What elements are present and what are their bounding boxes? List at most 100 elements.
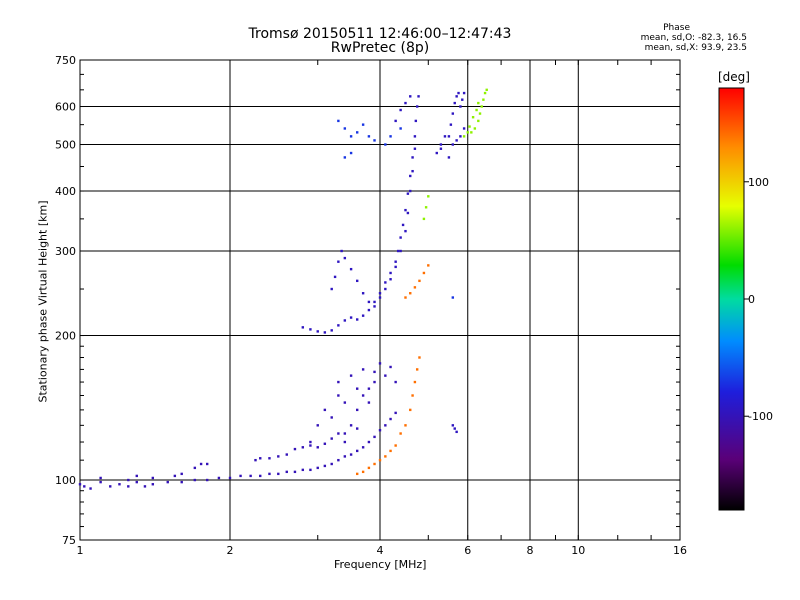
- data-point: [449, 123, 453, 126]
- data-point: [401, 223, 405, 227]
- data-point: [330, 416, 333, 419]
- data-point: [285, 470, 288, 474]
- data-point: [404, 101, 407, 105]
- data-point: [254, 458, 257, 462]
- colorbar-tick-label: 0: [748, 293, 755, 306]
- data-point: [277, 472, 280, 476]
- data-point: [415, 368, 419, 371]
- data-point: [323, 331, 327, 334]
- data-point: [333, 275, 337, 279]
- data-point: [239, 474, 242, 478]
- data-point: [459, 135, 462, 138]
- data-point: [349, 424, 353, 427]
- data-point: [135, 480, 138, 484]
- data-point: [118, 483, 121, 486]
- data-point: [355, 131, 359, 134]
- data-point: [330, 287, 333, 291]
- data-point: [457, 91, 460, 95]
- x-tick-label: 2: [227, 544, 234, 557]
- data-point: [404, 229, 407, 233]
- data-point: [349, 135, 353, 138]
- data-point: [413, 380, 417, 384]
- phase-x-stats: mean, sd,X: 93.9, 23.5: [644, 43, 747, 53]
- data-point: [409, 189, 412, 193]
- data-point: [418, 356, 421, 359]
- data-point: [451, 424, 455, 427]
- data-point: [301, 446, 305, 449]
- data-point: [316, 424, 319, 427]
- y-tick-label: 75: [62, 534, 76, 547]
- data-point: [473, 127, 477, 130]
- data-point: [399, 249, 402, 253]
- data-point: [316, 446, 319, 449]
- data-point: [399, 108, 402, 112]
- data-point: [323, 408, 327, 412]
- data-point: [355, 279, 359, 283]
- y-axis-label: Stationary phase Virtual Height [km]: [36, 200, 50, 403]
- data-point: [399, 432, 402, 435]
- data-point: [373, 380, 376, 384]
- data-point: [477, 119, 480, 123]
- data-point: [99, 480, 102, 484]
- data-point: [301, 468, 305, 472]
- data-point: [424, 206, 428, 209]
- colorbar-tick-label: -100: [748, 410, 773, 423]
- data-point: [411, 169, 414, 173]
- data-point: [205, 478, 209, 482]
- data-point: [259, 457, 262, 460]
- data-point: [406, 192, 410, 195]
- data-point: [409, 95, 412, 98]
- data-point: [384, 143, 387, 146]
- data-point: [285, 453, 288, 456]
- data-point: [343, 156, 347, 159]
- data-point: [466, 131, 469, 134]
- data-point: [483, 91, 487, 95]
- data-point: [413, 135, 417, 138]
- data-point: [478, 112, 482, 115]
- data-point: [462, 135, 466, 138]
- data-point: [259, 474, 262, 478]
- y-tick-label: 200: [55, 330, 76, 343]
- data-point: [422, 271, 426, 275]
- data-point: [166, 480, 169, 484]
- data-point: [268, 472, 271, 476]
- data-point: [367, 135, 371, 138]
- data-point: [367, 308, 371, 312]
- data-point: [316, 466, 319, 470]
- data-point: [404, 424, 407, 427]
- colorbar-label: [deg]: [718, 70, 750, 84]
- data-point: [355, 427, 359, 430]
- data-point: [309, 440, 312, 444]
- data-point: [378, 296, 382, 299]
- data-point: [367, 387, 371, 390]
- data-point: [330, 437, 333, 440]
- data-point: [399, 127, 402, 130]
- data-point: [451, 296, 455, 299]
- data-point: [293, 470, 297, 474]
- x-tick-label: 8: [527, 544, 534, 557]
- y-tick-label: 750: [55, 54, 76, 67]
- data-point: [343, 440, 347, 444]
- data-point: [330, 329, 333, 332]
- data-point: [480, 105, 483, 108]
- colorbar: [718, 87, 745, 511]
- data-point: [127, 485, 130, 488]
- data-point: [173, 474, 177, 478]
- x-tick-label: 4: [377, 544, 384, 557]
- data-point: [323, 464, 327, 468]
- data-point: [389, 417, 392, 421]
- data-point: [477, 101, 480, 105]
- data-point: [373, 462, 376, 466]
- data-point: [228, 476, 232, 480]
- data-point: [453, 427, 456, 430]
- data-point: [337, 324, 340, 327]
- data-point: [151, 483, 155, 486]
- data-point: [277, 455, 280, 458]
- data-point: [411, 394, 414, 397]
- data-point: [422, 217, 426, 221]
- data-point: [337, 380, 340, 384]
- data-point: [378, 429, 382, 432]
- data-point: [343, 401, 347, 404]
- x-tick-label: 6: [464, 544, 471, 557]
- data-point: [384, 374, 387, 377]
